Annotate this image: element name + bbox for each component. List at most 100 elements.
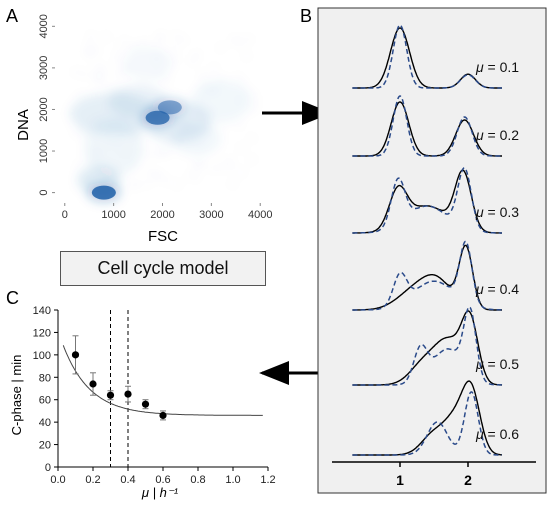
density-speck bbox=[137, 123, 140, 126]
histogram-panel: μ = 0.4 bbox=[352, 240, 519, 311]
density-speck bbox=[177, 112, 180, 115]
panel-a-label: A bbox=[6, 6, 18, 26]
cphase-y-tick-label: 20 bbox=[39, 440, 51, 452]
panel-c: C 0 20 40 60 80 100 120 140 0.0 0.2 0.4 0.6 0.8 1.0 1.… bbox=[6, 288, 276, 500]
density-speck bbox=[175, 136, 178, 139]
density-haze bbox=[84, 117, 143, 176]
cphase-y-tick-label: 0 bbox=[45, 462, 51, 474]
density-speck bbox=[160, 34, 163, 38]
density-speck bbox=[247, 38, 251, 41]
density-speck bbox=[198, 163, 201, 166]
mu-value: = 0.3 bbox=[484, 204, 520, 220]
density-speck bbox=[89, 154, 92, 158]
density-speck bbox=[174, 35, 177, 38]
density-speck bbox=[108, 140, 111, 143]
data-point bbox=[89, 380, 97, 388]
heatmap-x-tick-label: 1000 bbox=[101, 209, 125, 221]
density-speck bbox=[105, 35, 108, 38]
cluster-core bbox=[145, 110, 170, 125]
density-speck bbox=[97, 78, 101, 81]
cphase-y-tick-label: 140 bbox=[33, 305, 51, 317]
density-speck bbox=[122, 150, 125, 154]
data-point bbox=[141, 400, 150, 408]
density-speck bbox=[116, 59, 119, 62]
cphase-y-tick-label: 120 bbox=[33, 327, 51, 339]
cphase-y-tick-label: 80 bbox=[39, 372, 51, 384]
density-speck bbox=[157, 73, 160, 76]
density-speck bbox=[209, 111, 212, 114]
density-speck bbox=[87, 51, 90, 55]
mu-value: = 0.5 bbox=[484, 356, 520, 372]
cphase-x-tick-label: 0.4 bbox=[120, 474, 135, 486]
density-speck bbox=[101, 68, 105, 71]
density-speck bbox=[165, 179, 168, 182]
mu-value: = 0.6 bbox=[484, 426, 520, 442]
heatmap-cores bbox=[91, 100, 182, 200]
density-speck bbox=[182, 115, 185, 118]
density-speck bbox=[220, 166, 223, 169]
data-point bbox=[159, 411, 167, 420]
heatmap-y-tick-label: 3000 bbox=[38, 56, 50, 80]
density-speck bbox=[145, 182, 149, 185]
density-speck bbox=[238, 41, 241, 44]
density-speck bbox=[206, 89, 209, 92]
density-speck bbox=[244, 92, 247, 95]
histogram-panel: μ = 0.6 bbox=[352, 380, 520, 456]
density-speck bbox=[163, 148, 166, 151]
density-speck bbox=[138, 133, 141, 136]
model-distribution bbox=[352, 24, 502, 89]
density-speck bbox=[196, 53, 199, 56]
density-speck bbox=[173, 47, 176, 51]
heatmap-y-tick-label: 2000 bbox=[38, 97, 50, 121]
density-speck bbox=[137, 151, 140, 154]
density-speck bbox=[158, 38, 161, 41]
density-speck bbox=[156, 151, 159, 154]
density-haze bbox=[191, 80, 251, 122]
density-speck bbox=[155, 129, 158, 132]
model-distribution bbox=[352, 391, 502, 456]
density-speck bbox=[94, 149, 98, 153]
density-speck bbox=[239, 146, 243, 149]
density-speck bbox=[131, 184, 135, 187]
cluster-core bbox=[91, 185, 116, 200]
density-speck bbox=[182, 119, 185, 122]
heatmap-y-tick-label: 1000 bbox=[38, 139, 50, 163]
density-speck bbox=[154, 58, 158, 61]
density-speck bbox=[245, 55, 248, 58]
heatmap-y-label: DNA bbox=[15, 109, 32, 141]
density-speck bbox=[214, 86, 217, 90]
density-speck bbox=[116, 141, 119, 145]
density-speck bbox=[135, 135, 138, 138]
model-distribution bbox=[352, 95, 502, 157]
density-haze bbox=[172, 121, 222, 156]
cphase-y-label: C-phase | min bbox=[9, 355, 24, 436]
mu-symbol: μ bbox=[475, 59, 484, 75]
density-speck bbox=[96, 65, 99, 68]
density-speck bbox=[182, 38, 185, 42]
mu-symbol: μ bbox=[475, 204, 484, 220]
density-speck bbox=[83, 130, 86, 133]
heatmap-y-tick-label: 4000 bbox=[38, 14, 50, 38]
density-speck bbox=[240, 171, 243, 174]
panel-a: A 0 1000 2000 3000 4000 0 1000 2000 3000 4000 FS… bbox=[6, 6, 272, 245]
density-speck bbox=[231, 182, 234, 186]
density-speck bbox=[166, 151, 169, 154]
density-speck bbox=[212, 88, 215, 92]
mu-symbol: μ bbox=[475, 426, 484, 442]
density-speck bbox=[182, 124, 186, 127]
density-speck bbox=[251, 108, 254, 111]
density-speck bbox=[232, 38, 236, 41]
mu-label: μ = 0.1 bbox=[475, 59, 519, 75]
density-speck bbox=[95, 119, 99, 122]
density-speck bbox=[133, 162, 136, 166]
density-speck bbox=[126, 67, 129, 70]
density-speck bbox=[184, 126, 187, 129]
density-speck bbox=[196, 110, 199, 113]
histogram-panel: μ = 0.5 bbox=[352, 306, 520, 386]
cphase-x-tick-label: 0.2 bbox=[85, 474, 100, 486]
cphase-points bbox=[71, 335, 167, 421]
density-speck bbox=[110, 106, 113, 109]
density-speck bbox=[176, 183, 179, 186]
density-speck bbox=[237, 76, 240, 79]
histogram-x-tick-label: 1 bbox=[396, 472, 404, 488]
